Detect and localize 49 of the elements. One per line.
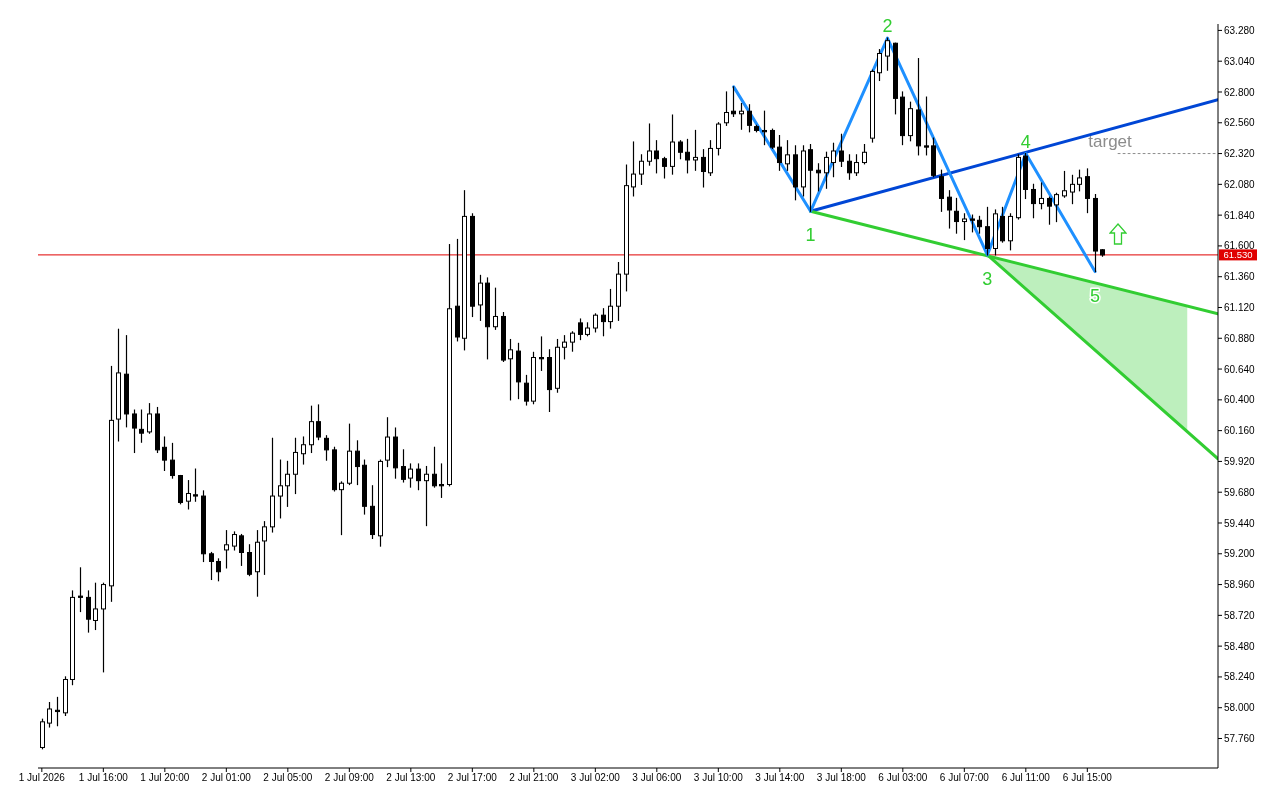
x-tick-label: 2 Jul 05:00 <box>263 772 313 784</box>
x-tick-label: 2 Jul 09:00 <box>324 772 375 784</box>
y-tick-label: 60.400 <box>1224 394 1256 406</box>
ref-line-label: 61.530 <box>1223 249 1253 261</box>
y-tick-label: 58.000 <box>1224 702 1256 714</box>
y-tick-label: 61.120 <box>1224 302 1256 314</box>
y-tick-label: 57.760 <box>1224 733 1256 745</box>
y-tick-label: 59.440 <box>1224 517 1256 529</box>
x-tick-label: 2 Jul 17:00 <box>447 772 498 784</box>
x-tick-label: 2 Jul 21:00 <box>509 772 559 784</box>
y-tick-label: 61.600 <box>1224 240 1256 252</box>
x-tick-label: 3 Jul 02:00 <box>570 772 621 784</box>
y-tick-label: 60.160 <box>1224 425 1256 437</box>
x-tick-label: 6 Jul 03:00 <box>878 772 928 784</box>
y-tick-label: 59.920 <box>1224 455 1256 467</box>
y-tick-label: 60.880 <box>1224 332 1256 344</box>
x-tick-label: 3 Jul 06:00 <box>632 772 682 784</box>
x-tick-label: 3 Jul 14:00 <box>755 772 805 784</box>
x-tick-label: 3 Jul 10:00 <box>693 772 744 784</box>
x-tick-label: 3 Jul 18:00 <box>816 772 867 784</box>
y-tick-label: 62.320 <box>1224 148 1256 160</box>
annotation: 1 <box>805 225 816 246</box>
x-tick-label: 1 Jul 2026 <box>18 772 66 784</box>
x-tick-label: 2 Jul 01:00 <box>201 772 252 784</box>
y-tick-label: 58.240 <box>1224 671 1256 683</box>
y-tick-label: 63.280 <box>1224 24 1256 36</box>
x-tick-label: 1 Jul 20:00 <box>140 772 190 784</box>
y-tick-label: 60.640 <box>1224 363 1256 375</box>
x-tick-label: 6 Jul 15:00 <box>1062 772 1113 784</box>
annotation: 3 <box>982 268 993 289</box>
y-tick-label: 58.720 <box>1224 609 1256 621</box>
y-tick-label: 58.960 <box>1224 579 1256 591</box>
y-tick-label: 59.680 <box>1224 486 1256 498</box>
series-label: target <box>1088 131 1133 151</box>
y-tick-label: 62.560 <box>1224 117 1256 129</box>
y-tick-label: 58.480 <box>1224 640 1256 652</box>
y-tick-label: 62.080 <box>1224 178 1256 190</box>
annotation: 2 <box>882 16 893 37</box>
x-tick-label: 1 Jul 16:00 <box>78 772 129 784</box>
annotation: 5 <box>1090 285 1101 306</box>
annotation: 4 <box>1020 131 1031 152</box>
y-tick-label: 59.200 <box>1224 548 1256 560</box>
x-tick-label: 6 Jul 11:00 <box>1001 772 1051 784</box>
y-tick-label: 62.800 <box>1224 86 1256 98</box>
x-tick-label: 6 Jul 07:00 <box>939 772 990 784</box>
y-tick-label: 61.840 <box>1224 209 1256 221</box>
x-tick-label: 2 Jul 13:00 <box>386 772 436 784</box>
y-tick-label: 63.040 <box>1224 55 1256 67</box>
y-tick-label: 61.360 <box>1224 271 1256 283</box>
